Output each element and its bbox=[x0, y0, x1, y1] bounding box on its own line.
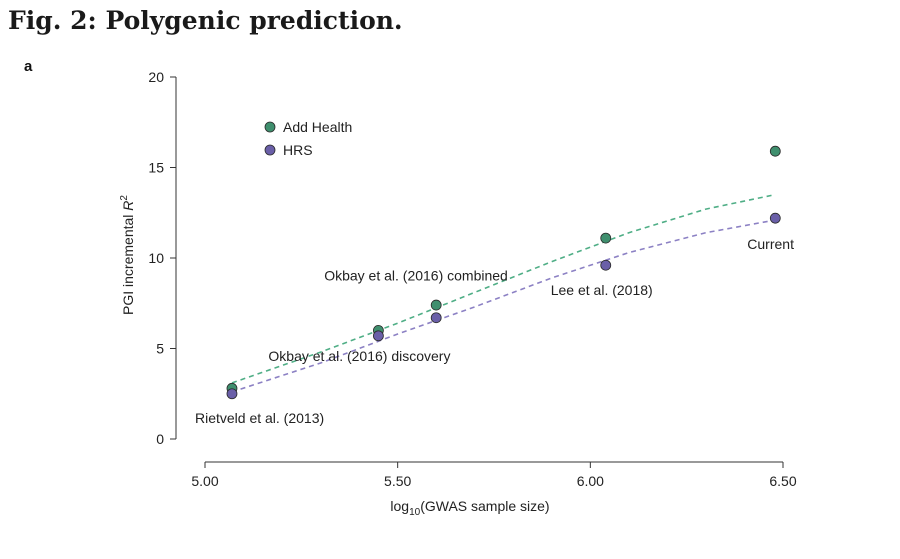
panel-label: a bbox=[24, 58, 33, 75]
data-point bbox=[226, 388, 238, 400]
annotations: Rietveld et al. (2013) Okbay et al. (2016… bbox=[195, 236, 794, 426]
y-tick-label: 5 bbox=[156, 341, 164, 357]
data-point bbox=[769, 212, 781, 224]
fit-lines bbox=[231, 193, 776, 393]
annotation-label: Okbay et al. (2016) discovery bbox=[268, 348, 450, 364]
annotation-label: Rietveld et al. (2013) bbox=[195, 410, 324, 426]
y-tick-label: 15 bbox=[148, 160, 164, 176]
legend: Add Health HRS bbox=[264, 119, 352, 158]
x-tick-label: 6.00 bbox=[577, 473, 604, 489]
y-axis-label-sup: 2 bbox=[119, 195, 130, 201]
x-axis-label: log10(GWAS sample size) bbox=[390, 498, 549, 518]
fit-line-add-health bbox=[231, 193, 776, 384]
data-point bbox=[372, 330, 384, 342]
figure-title: Fig. 2: Polygenic prediction. bbox=[8, 6, 403, 35]
y-axis-label-italic: R bbox=[120, 201, 136, 211]
data-point bbox=[430, 299, 442, 311]
legend-marker bbox=[264, 121, 276, 133]
annotation-label: Okbay et al. (2016) combined bbox=[324, 267, 508, 283]
x-axis-label-sub: 10 bbox=[409, 507, 421, 518]
x-tick-label: 5.50 bbox=[384, 473, 411, 489]
y-axis-label: PGI incremental R2 bbox=[119, 195, 136, 315]
x-axis-label-rest: (GWAS sample size) bbox=[420, 498, 549, 514]
axes: 0 5 10 15 20 5.00 5.50 6.00 6.50 bbox=[148, 69, 796, 489]
x-axis-label-main: log bbox=[390, 498, 409, 514]
data-point bbox=[600, 232, 612, 244]
data-points bbox=[226, 145, 781, 400]
x-tick-label: 6.50 bbox=[769, 473, 796, 489]
data-point bbox=[430, 312, 442, 324]
fit-line-hrs bbox=[231, 219, 776, 393]
y-tick-label: 10 bbox=[148, 250, 164, 266]
data-point bbox=[769, 145, 781, 157]
legend-label: Add Health bbox=[283, 119, 352, 135]
x-tick-label: 5.00 bbox=[191, 473, 218, 489]
y-tick-label: 20 bbox=[148, 69, 164, 85]
annotation-label: Current bbox=[747, 236, 794, 252]
data-point bbox=[600, 259, 612, 271]
annotation-label: Lee et al. (2018) bbox=[551, 282, 653, 298]
legend-label: HRS bbox=[283, 142, 313, 158]
legend-marker bbox=[264, 144, 276, 156]
y-axis-label-main: PGI incremental bbox=[120, 211, 136, 315]
y-tick-label: 0 bbox=[156, 431, 164, 447]
